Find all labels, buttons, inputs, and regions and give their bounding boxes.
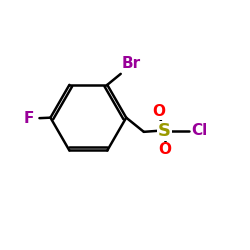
Text: O: O <box>158 142 171 157</box>
Text: Cl: Cl <box>191 123 207 138</box>
Text: Br: Br <box>122 56 141 72</box>
Text: O: O <box>153 104 166 119</box>
Text: F: F <box>24 111 34 126</box>
Text: S: S <box>158 122 171 140</box>
